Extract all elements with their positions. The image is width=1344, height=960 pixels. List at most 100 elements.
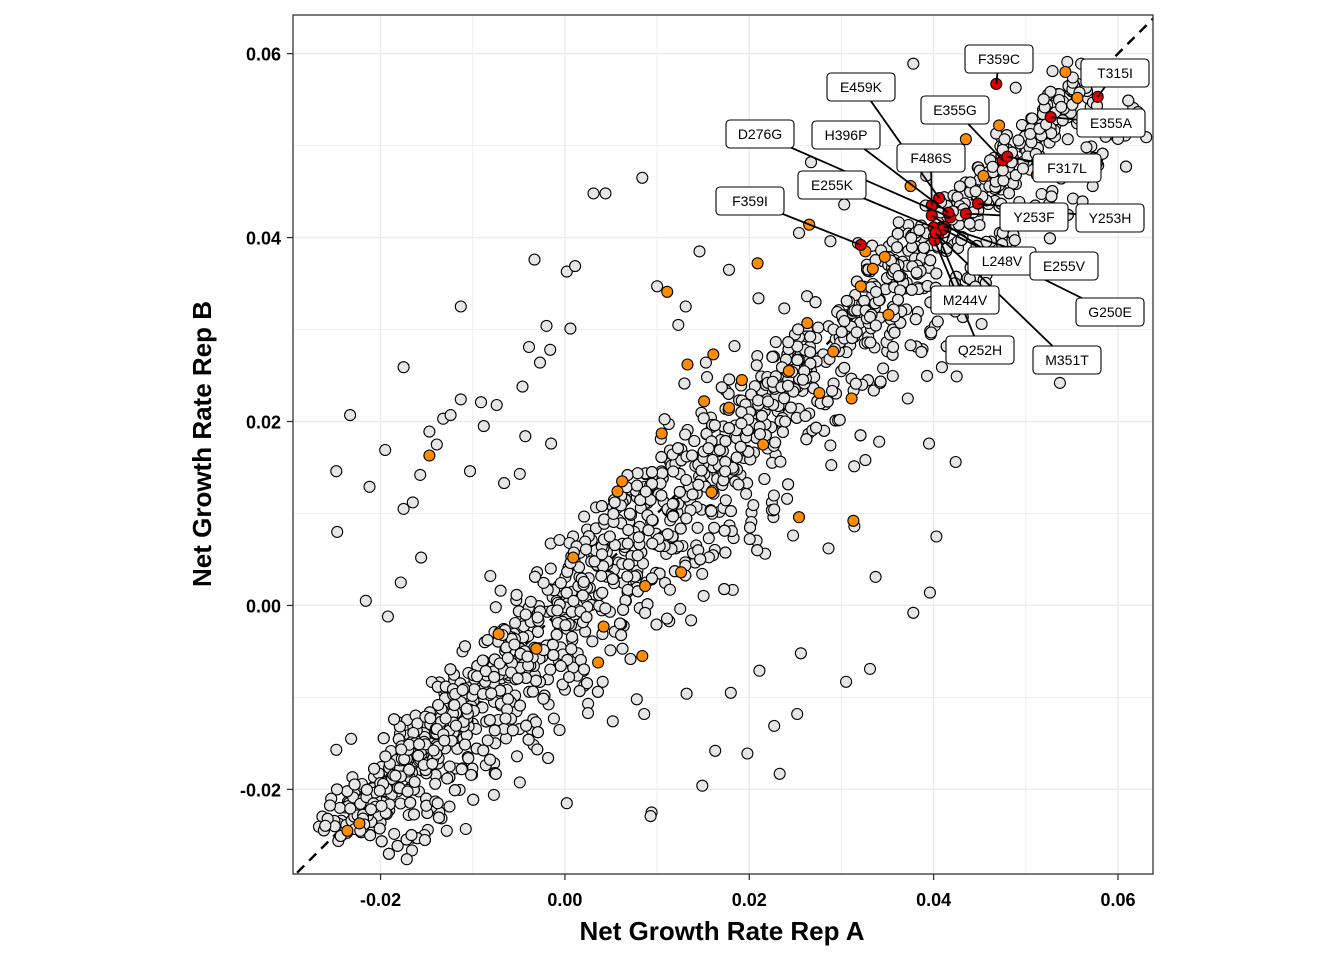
data-point-other <box>345 732 358 745</box>
data-point-other <box>477 744 490 757</box>
data-point-other <box>784 401 797 414</box>
data-point-other <box>730 451 743 464</box>
data-point-other <box>580 677 594 690</box>
data-point-other <box>826 384 839 397</box>
data-point-other <box>424 712 437 725</box>
data-point-other <box>528 570 542 583</box>
data-point-other <box>646 537 659 550</box>
data-point-other <box>617 603 630 616</box>
data-point-other <box>768 719 781 732</box>
point-label-text: Y253F <box>1013 209 1054 225</box>
data-point-orange <box>904 180 917 193</box>
data-point-other <box>474 396 488 409</box>
data-point-other <box>381 610 394 623</box>
data-point-other <box>722 263 736 276</box>
point-label-box <box>1032 345 1102 375</box>
data-point-other <box>375 799 388 812</box>
data-point-other <box>621 583 634 596</box>
data-point-other <box>781 379 795 392</box>
point-label-text: E355A <box>1090 115 1133 131</box>
point-label-text: E459K <box>840 79 883 95</box>
data-point-other <box>444 663 457 676</box>
point-label-text: M244V <box>943 292 988 308</box>
data-point-orange <box>977 169 990 182</box>
data-point-orange <box>675 566 688 579</box>
data-point-other <box>697 412 710 425</box>
data-point-other <box>412 749 425 762</box>
point-label-box <box>920 95 990 125</box>
data-point-other <box>963 217 976 230</box>
data-point-other <box>794 647 807 660</box>
data-point-other <box>528 253 541 266</box>
data-point-other <box>975 317 988 331</box>
data-point-other <box>477 420 490 433</box>
data-point-other <box>719 435 732 448</box>
data-point-other <box>718 524 731 537</box>
data-point-other <box>519 608 532 621</box>
data-point-other <box>644 810 657 823</box>
data-point-other <box>547 712 560 725</box>
data-point-other <box>577 575 590 589</box>
data-point-other <box>953 180 966 193</box>
x-tick-label: -0.02 <box>360 890 401 910</box>
data-point-orange <box>705 486 718 499</box>
data-point-other <box>778 302 791 315</box>
data-point-other <box>404 796 417 809</box>
data-point-other <box>439 712 452 725</box>
point-label-text: F359I <box>732 193 768 209</box>
data-point-other <box>700 371 714 384</box>
data-point-other <box>1053 376 1066 389</box>
data-point-other <box>931 315 944 328</box>
data-point-other <box>490 398 503 412</box>
data-point-orange <box>681 358 694 371</box>
data-point-other <box>606 715 619 728</box>
data-point-other <box>359 594 372 607</box>
data-point-other <box>522 733 535 746</box>
data-point-other <box>414 468 427 481</box>
data-point-other <box>513 776 526 789</box>
data-point-other <box>1061 133 1074 146</box>
data-point-other <box>645 572 658 585</box>
data-point-other <box>579 543 593 556</box>
data-point-other <box>604 644 617 657</box>
data-point-other <box>524 595 537 608</box>
data-point-other <box>432 698 445 712</box>
data-point-orange <box>801 317 814 330</box>
data-point-other <box>667 465 680 478</box>
point-label-box <box>1032 153 1102 183</box>
data-point-other <box>658 413 671 426</box>
data-point-other <box>522 340 536 354</box>
data-point-orange <box>423 449 436 462</box>
data-point-other <box>950 370 963 383</box>
data-point-other <box>917 241 930 254</box>
data-point-other <box>521 650 534 663</box>
point-label-box <box>1076 108 1146 138</box>
data-point-other <box>488 670 501 684</box>
data-point-other <box>444 409 457 422</box>
data-point-other <box>924 254 937 267</box>
data-point-other <box>580 611 593 624</box>
data-point-other <box>465 768 478 781</box>
data-point-other <box>576 589 589 602</box>
data-point-other <box>529 674 543 687</box>
data-point-other <box>630 479 644 492</box>
data-point-other <box>632 531 645 544</box>
data-point-orange <box>735 374 748 387</box>
data-point-other <box>791 354 804 367</box>
data-point-other <box>565 642 578 656</box>
point-label-text: M351T <box>1045 352 1089 368</box>
data-point-other <box>560 586 573 599</box>
data-point-other <box>750 359 763 372</box>
data-point-other <box>719 546 732 559</box>
data-point-other <box>405 829 418 842</box>
point-label-box <box>999 202 1069 232</box>
data-point-other <box>692 478 705 491</box>
data-point-orange <box>636 649 649 663</box>
data-point-other <box>511 672 524 685</box>
point-label-box <box>1075 297 1145 327</box>
data-point-other <box>673 485 686 498</box>
data-point-other <box>792 226 806 240</box>
data-point-other <box>506 724 519 737</box>
data-point-other <box>540 319 553 332</box>
data-point-other <box>1044 85 1057 98</box>
